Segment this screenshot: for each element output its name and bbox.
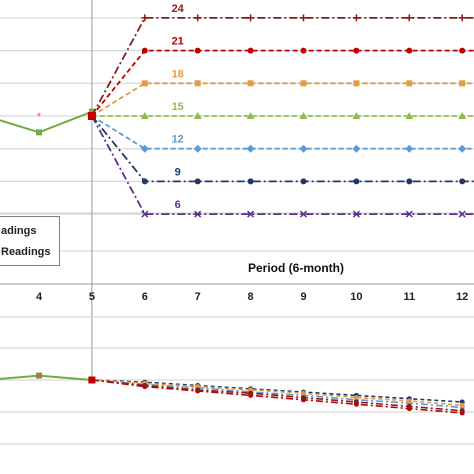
series-15-point-6 bbox=[140, 112, 149, 119]
series-12-point-8 bbox=[246, 144, 255, 153]
series-label-24: 24 bbox=[172, 3, 185, 15]
series-15-point-12 bbox=[458, 112, 467, 119]
history-star-marker: * bbox=[37, 111, 42, 123]
series-6-point-8 bbox=[247, 210, 255, 218]
history-line bbox=[0, 110, 93, 134]
series-12-point-10 bbox=[352, 144, 361, 153]
lower-series-4-point-1 bbox=[195, 387, 201, 393]
series-21-point-11 bbox=[406, 47, 413, 54]
series-24-point-11 bbox=[405, 14, 413, 22]
series-21-point-7 bbox=[194, 47, 201, 54]
series-9-point-10 bbox=[353, 178, 360, 185]
series-21-point-12 bbox=[459, 47, 466, 54]
lower-series-3-point-4 bbox=[353, 395, 359, 401]
x-tick-label-4: 4 bbox=[36, 291, 43, 303]
series-15-point-7 bbox=[193, 112, 202, 119]
lower-series-3-point-6 bbox=[459, 402, 465, 408]
series-18-point-12 bbox=[459, 80, 466, 87]
series-12-point-9 bbox=[299, 144, 308, 153]
branch-point-marker bbox=[87, 112, 96, 120]
series-15-point-10 bbox=[352, 112, 361, 119]
x-tick-label-9: 9 bbox=[300, 291, 306, 303]
series-24-point-10 bbox=[352, 14, 360, 22]
series-21-point-9 bbox=[300, 47, 307, 54]
lower-series-4-point-6 bbox=[459, 408, 465, 414]
series-12-point-6 bbox=[140, 144, 149, 153]
series-9-point-11 bbox=[406, 178, 413, 185]
lower-series-4-point-2 bbox=[248, 390, 254, 396]
lower-series-3-point-5 bbox=[406, 398, 412, 404]
series-24-point-9 bbox=[300, 14, 307, 22]
series-6-point-6 bbox=[141, 210, 149, 218]
lower-series-3-point-3 bbox=[301, 390, 306, 396]
series-12-point-7 bbox=[193, 144, 202, 153]
series-15-point-9 bbox=[299, 112, 308, 119]
history-marker-2 bbox=[88, 108, 95, 115]
x-tick-label-6: 6 bbox=[142, 291, 148, 303]
series-9-point-6 bbox=[141, 178, 148, 185]
series-line-6 bbox=[91, 115, 474, 216]
series-label-12: 12 bbox=[172, 134, 184, 146]
x-tick-label-5: 5 bbox=[89, 291, 95, 303]
lower-series-line-2 bbox=[91, 379, 463, 409]
series-15-point-11 bbox=[405, 112, 414, 119]
x-tick-label-7: 7 bbox=[195, 291, 201, 303]
series-label-15: 15 bbox=[172, 101, 184, 113]
series-18-point-11 bbox=[406, 80, 413, 87]
series-18-point-9 bbox=[300, 80, 307, 87]
series-label-9: 9 bbox=[175, 166, 181, 178]
series-24-point-7 bbox=[194, 14, 202, 22]
series-12-point-11 bbox=[405, 144, 414, 153]
series-12-point-12 bbox=[458, 144, 467, 153]
legend: adings Readings bbox=[0, 216, 60, 266]
lower-history-marker bbox=[36, 372, 42, 379]
series-6-point-12 bbox=[458, 210, 466, 218]
series-6-point-7 bbox=[194, 210, 202, 218]
x-tick-label-8: 8 bbox=[248, 291, 254, 303]
lower-series-4-point-4 bbox=[353, 399, 359, 405]
series-24-point-12 bbox=[458, 14, 466, 22]
legend-entry-2: Readings bbox=[1, 246, 51, 258]
series-18-point-8 bbox=[247, 80, 254, 87]
series-9-point-7 bbox=[194, 178, 201, 185]
series-6-point-9 bbox=[299, 210, 308, 218]
series-line-24 bbox=[91, 16, 474, 117]
series-line-12 bbox=[91, 115, 474, 150]
series-label-18: 18 bbox=[172, 68, 184, 80]
lower-series-4-point-5 bbox=[406, 403, 412, 409]
x-axis-label: Period (6-month) bbox=[248, 261, 344, 275]
series-15-point-8 bbox=[246, 112, 255, 119]
series-18-point-7 bbox=[194, 80, 201, 87]
series-6-point-10 bbox=[352, 210, 360, 218]
series-21-point-6 bbox=[141, 47, 148, 54]
lower-series-line-4 bbox=[91, 379, 463, 412]
series-18-point-10 bbox=[353, 80, 360, 87]
series-6-point-11 bbox=[405, 210, 413, 218]
lower-branch-marker bbox=[88, 376, 96, 384]
series-21-point-8 bbox=[247, 47, 254, 54]
series-9-point-8 bbox=[247, 178, 254, 185]
lower-series-line-0 bbox=[91, 379, 463, 414]
series-21-point-10 bbox=[353, 47, 360, 54]
lower-series-4-point-0 bbox=[142, 383, 148, 388]
lower-series-line-3 bbox=[91, 379, 463, 407]
series-label-6: 6 bbox=[175, 199, 181, 211]
series-18-point-6 bbox=[141, 80, 148, 87]
x-tick-label-12: 12 bbox=[456, 291, 468, 303]
x-tick-label-11: 11 bbox=[403, 291, 415, 303]
series-9-point-12 bbox=[459, 178, 466, 185]
x-tick-label-10: 10 bbox=[350, 291, 362, 303]
series-label-21: 21 bbox=[172, 36, 184, 48]
lower-series-line-1 bbox=[91, 379, 463, 403]
series-24-point-8 bbox=[247, 14, 255, 22]
history-marker-1 bbox=[36, 129, 42, 136]
lower-series-4-point-3 bbox=[301, 395, 306, 401]
series-24-point-6 bbox=[141, 14, 149, 22]
legend-entry-1: adings bbox=[1, 225, 37, 237]
series-line-18 bbox=[91, 82, 474, 117]
series-9-point-9 bbox=[300, 178, 307, 185]
lower-history-line bbox=[0, 374, 92, 381]
